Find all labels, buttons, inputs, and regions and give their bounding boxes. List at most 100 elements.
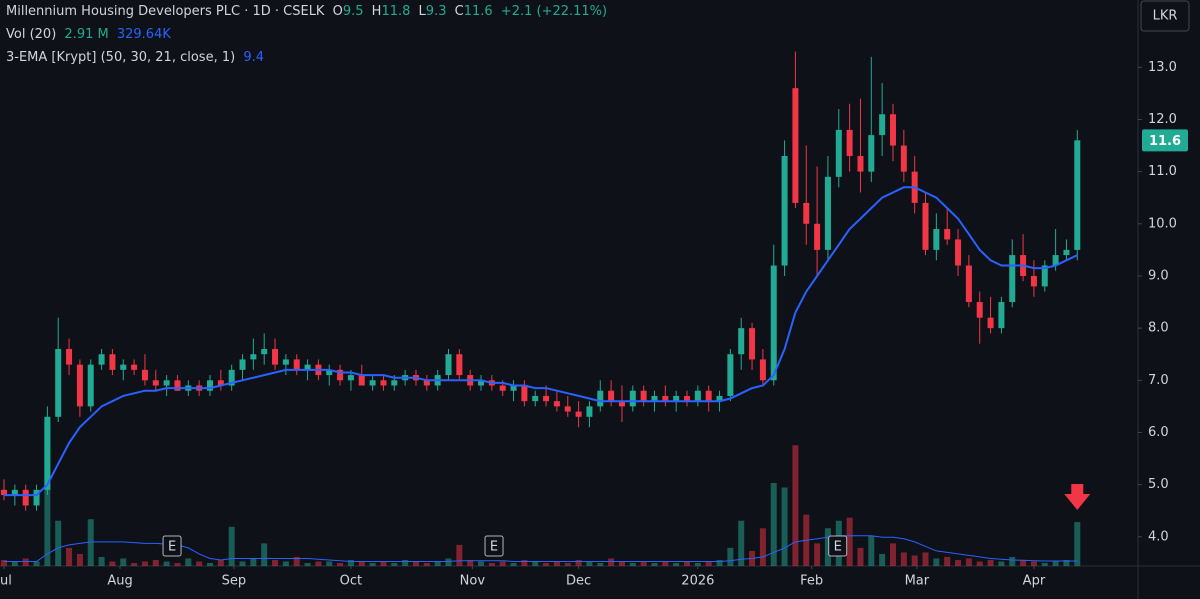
volume-bar [315,561,322,566]
candle-body [1009,255,1016,303]
candle-body [109,354,116,370]
volume-bar [337,562,344,566]
candle-body [955,239,962,266]
y-tick-label: 4.0 [1148,529,1169,544]
volume-bar [684,561,691,566]
x-tick-label: Sep [222,574,247,589]
candle-body [337,369,344,381]
ohlc-value: 9.3 [425,4,447,19]
x-tick-label: Dec [566,574,591,589]
volume-bar [868,535,875,566]
volume-bar [196,561,203,566]
volume-bar [282,561,289,566]
volume-bar [792,445,799,566]
candle-body [814,223,821,250]
volume-bar [358,561,365,566]
volume-bar [141,561,148,566]
volume-bar [618,561,625,566]
candle-body [781,155,788,266]
volume-bar [55,520,62,566]
candle-body [1063,249,1070,256]
candle-body [11,489,18,496]
volume-bar [955,559,962,566]
currency-button[interactable] [1140,0,1190,32]
currency-label[interactable]: LKR [1153,9,1178,24]
volume-bar [781,487,788,566]
event-marker [162,535,182,557]
candle-body [22,489,29,506]
volume-bar [597,562,604,566]
volume-bar [467,559,474,566]
volume-bar [434,561,441,566]
candle-body [770,265,777,381]
ohlc-label: C [454,4,464,19]
y-tick-label: 5.0 [1148,477,1169,492]
x-tick-label: 2026 [681,574,714,589]
candle-body [293,359,300,370]
ema-line [4,186,1078,497]
volume-bar [326,561,333,566]
candle-body [543,395,550,402]
candle-body [564,406,571,412]
candle-body [608,390,615,402]
candle-body [597,390,604,407]
volume-bar [66,547,73,566]
volume-ma-value: 329.64K [116,27,171,42]
volume-bar [846,517,853,566]
volume-value: 2.91 M [64,27,109,42]
volume-bar [131,562,138,566]
volume-bar [380,561,387,566]
candle-body [510,385,517,391]
volume-bar [553,561,560,566]
candle-body [456,354,463,376]
volume-bar [185,558,192,566]
volume-bar [98,556,105,566]
volume-bar [499,561,506,566]
candle-body [87,364,94,407]
event-marker [484,535,504,557]
y-tick-label: 12.0 [1148,112,1177,127]
y-tick-label: 7.0 [1148,373,1169,388]
legend-row: Vol (20) 2.91 M 329.64K [6,27,175,42]
volume-bar [965,558,972,566]
last-price-box [1142,129,1188,152]
volume-bar [705,561,712,566]
last-price-label: 11.6 [1149,134,1181,149]
volume-bar [738,520,745,566]
candle-body [792,88,799,203]
legend-row: 3-EMA [Krypt] (50, 30, 21, close, 1) 9.4 [6,50,268,65]
volume-bar [109,561,116,566]
candle-body [727,354,734,396]
y-tick-label: 13.0 [1148,60,1177,75]
volume-bar [770,483,777,566]
candle-body [900,145,907,172]
volume-bar [1,559,8,566]
volume-bar [239,561,246,566]
candle-body [152,380,159,386]
y-tick-label: 8.0 [1148,321,1169,336]
candle-body [889,114,896,146]
candle-body [824,176,831,250]
volume-bar [651,562,658,566]
candle-body [922,202,929,250]
volume-bar [174,562,181,566]
x-tick-label: Feb [800,574,823,589]
volume-bar [412,561,419,566]
candle-body [304,364,311,370]
x-tick-label: ul [0,574,12,589]
candle-body [618,401,625,407]
volume-bar [272,559,279,566]
candle-body [749,328,756,360]
volume-bar [1074,522,1081,566]
volume-bar [445,558,452,566]
candle-body [131,364,138,370]
candle-body [965,265,972,303]
volume-bar [1052,561,1059,566]
candle-body [868,135,875,172]
volume-bar [478,561,485,566]
candle-body [44,416,51,490]
volume-bar [879,553,886,566]
candle-body [391,380,398,386]
